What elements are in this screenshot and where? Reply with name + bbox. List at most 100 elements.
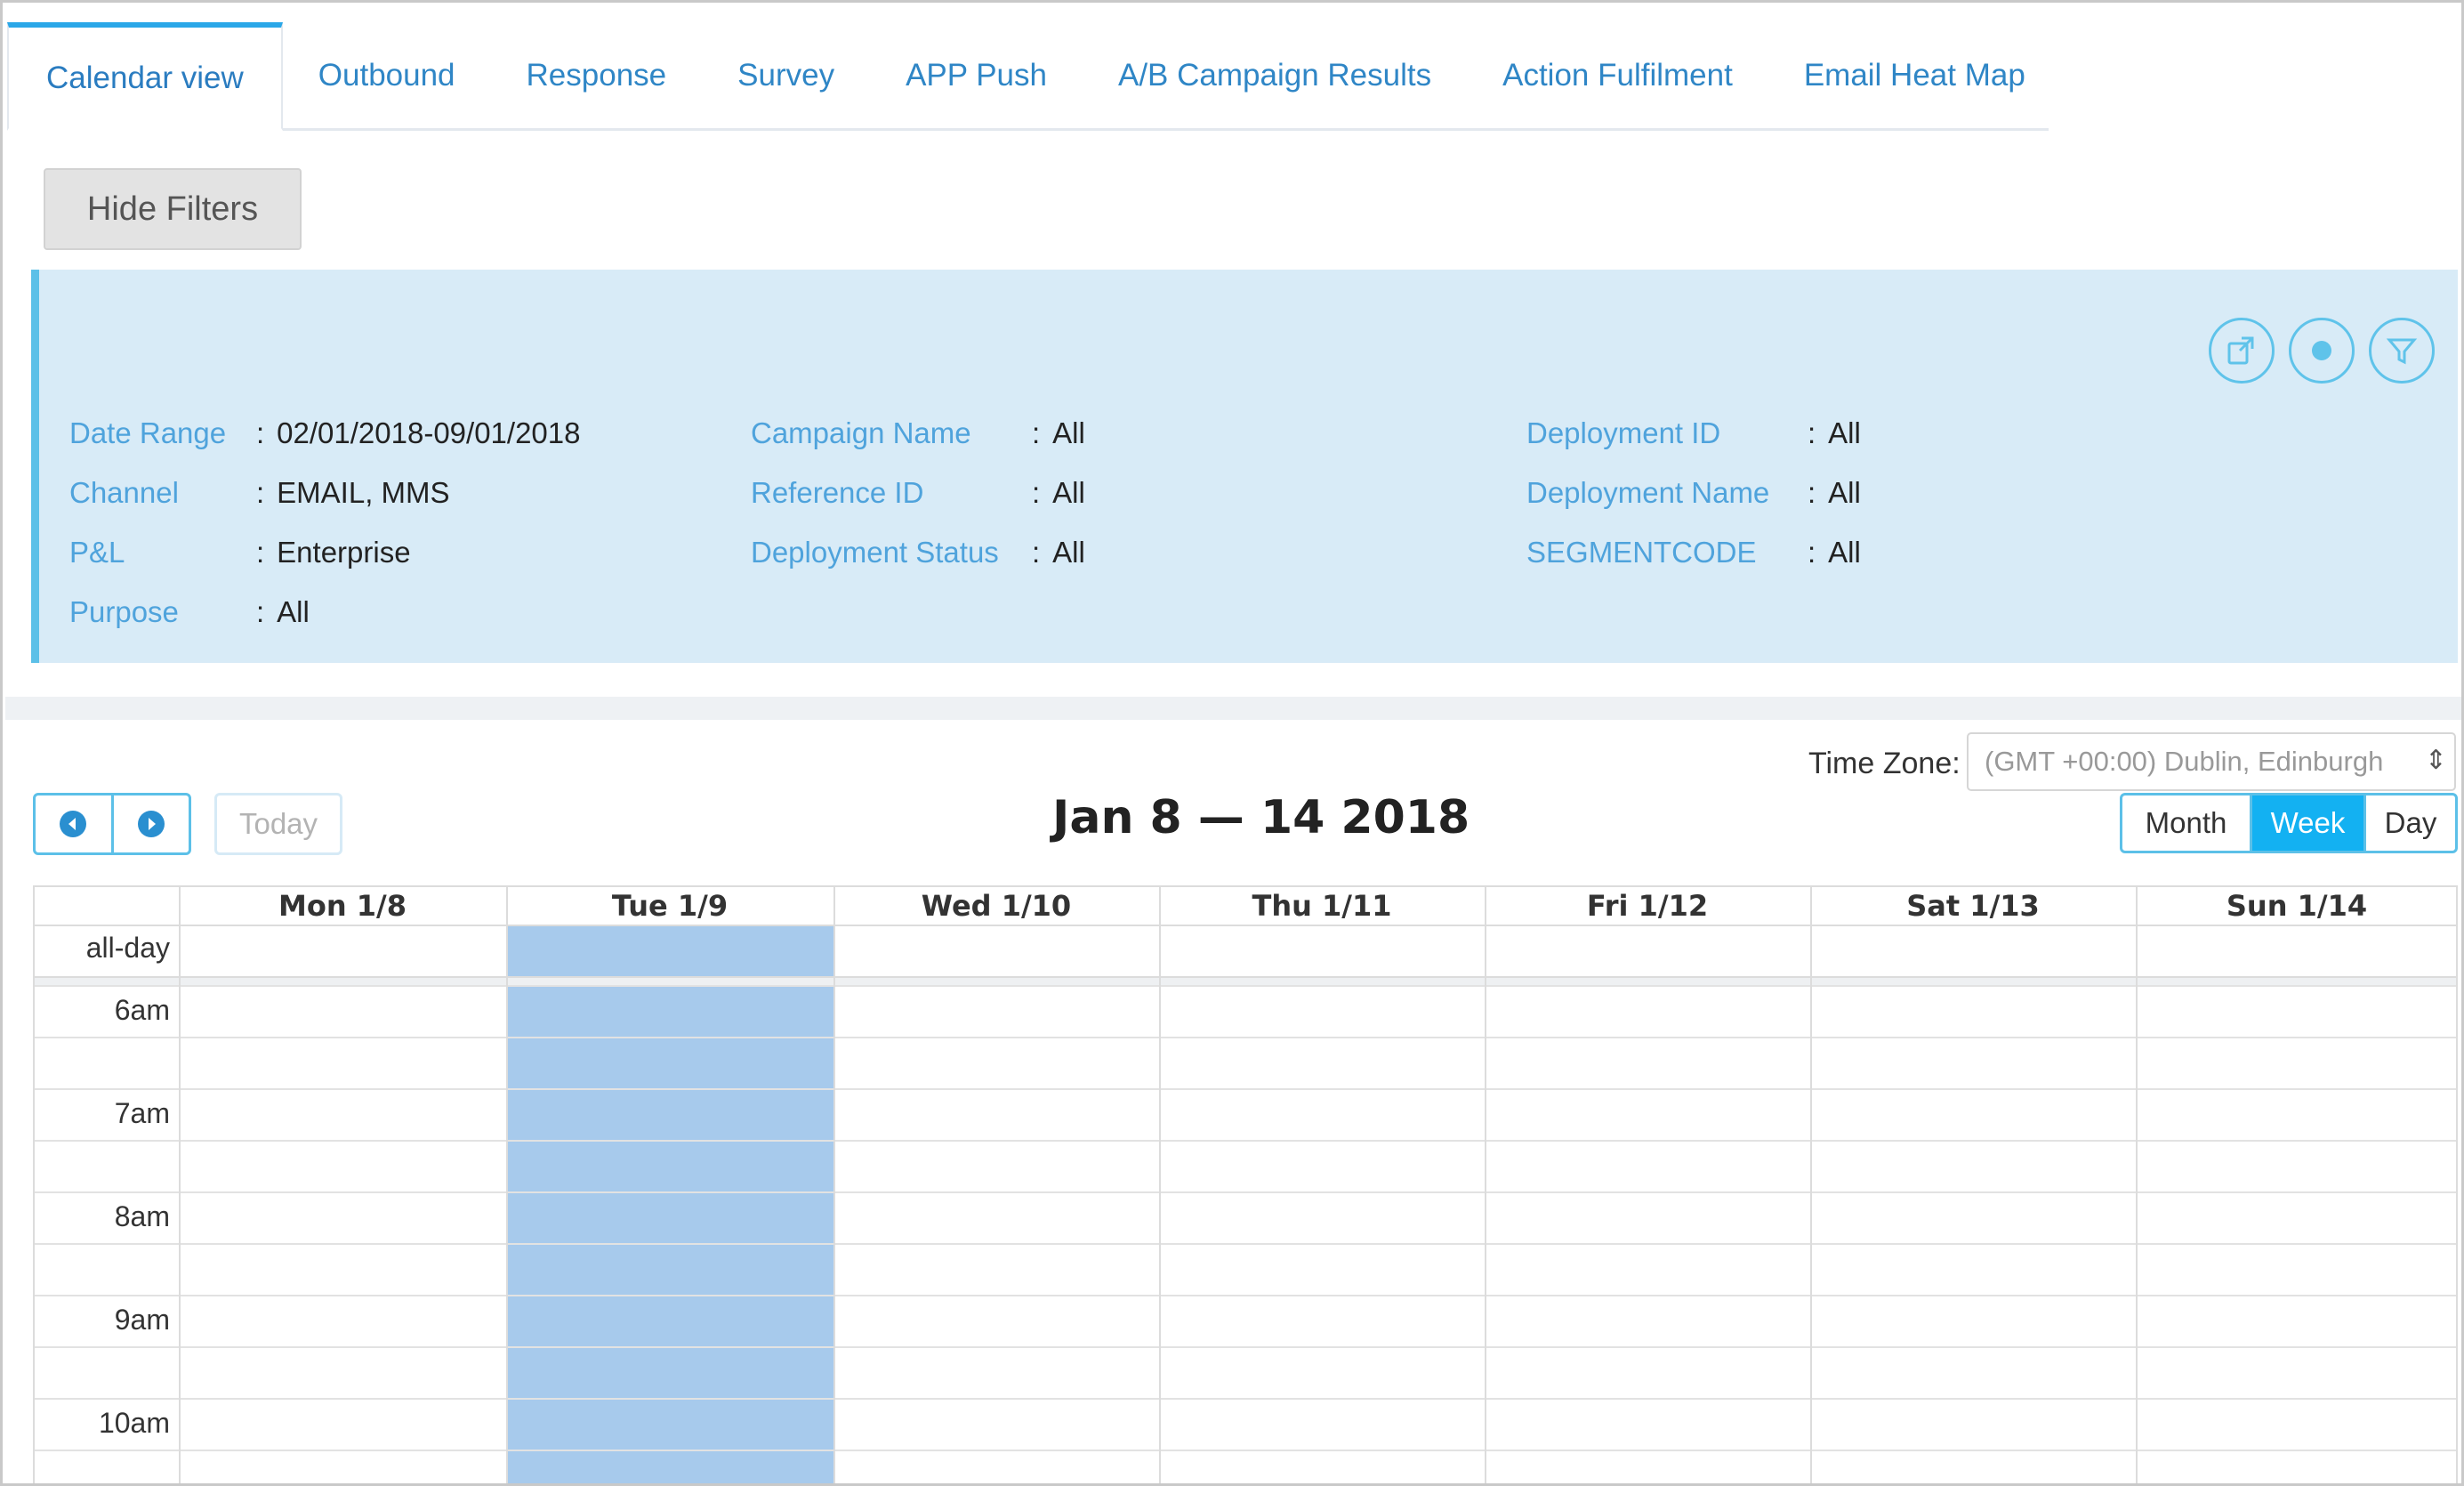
day-column-line (1159, 887, 1161, 1483)
section-divider (5, 697, 2461, 720)
allday-line (35, 976, 2456, 978)
timezone-label: Time Zone: (1808, 747, 1961, 780)
export-icon[interactable] (2209, 318, 2275, 384)
filter-key: Channel (69, 475, 179, 509)
filter-separator: : (1032, 475, 1041, 509)
time-label-6am: 6am (114, 994, 170, 1026)
calendar-title: Jan 8 — 14 2018 (1052, 791, 1470, 844)
slot-line (35, 1243, 2456, 1245)
filter-value: All (1828, 535, 1861, 569)
next-week-button[interactable] (110, 795, 189, 852)
filter-value: All (1052, 416, 1085, 449)
day-view-button[interactable]: Day (2384, 806, 2437, 839)
time-label-8am: 8am (114, 1200, 170, 1232)
chevron-right-icon (137, 811, 165, 837)
slot-line (35, 1295, 2456, 1296)
filter-row-segmentcode: SEGMENTCODE : All (1526, 522, 1861, 582)
day-header-sat[interactable]: Sat 1/13 (1906, 889, 2040, 923)
tab-survey[interactable]: Survey (737, 57, 835, 93)
filter-value: 02/01/2018-09/01/2018 (277, 416, 581, 449)
filter-row-deployment-name: Deployment Name : All (1526, 463, 1861, 522)
tab-app-push[interactable]: APP Push (906, 57, 1047, 93)
filter-row-deployment-status: Deployment Status : All (751, 522, 1085, 582)
tab-bar: Calendar view Outbound Response Survey A… (7, 22, 2049, 131)
slot-line (35, 1346, 2456, 1348)
filter-row-campaign-name: Campaign Name : All (751, 403, 1085, 463)
tab-email-heat-map[interactable]: Email Heat Map (1803, 57, 2025, 93)
filter-key: Purpose (69, 594, 179, 628)
record-icon[interactable] (2289, 318, 2355, 384)
day-header-wed[interactable]: Wed 1/10 (921, 889, 1072, 923)
filter-icon[interactable] (2369, 318, 2435, 384)
filter-row-deployment-id: Deployment ID : All (1526, 403, 1861, 463)
filter-key: P&L (69, 535, 125, 569)
day-column-line (833, 887, 835, 1483)
tab-outbound[interactable]: Outbound (318, 57, 455, 93)
filter-value: All (277, 594, 310, 628)
filter-key: Deployment Name (1526, 475, 1770, 509)
slot-line (35, 985, 2456, 987)
chevron-left-icon (60, 811, 87, 837)
allday-separator (35, 978, 2456, 985)
hide-filters-button[interactable]: Hide Filters (44, 168, 302, 250)
day-header-tue[interactable]: Tue 1/9 (611, 889, 729, 923)
filter-separator: : (1808, 416, 1816, 449)
day-column-line (179, 887, 181, 1483)
calendar-nav-group (33, 793, 191, 855)
filter-row-reference-id: Reference ID : All (751, 463, 1085, 522)
filter-row-pnl: P&L : Enterprise (69, 522, 580, 582)
tab-action-fulfilment[interactable]: Action Fulfilment (1502, 57, 1733, 93)
month-view-button[interactable]: Month (2122, 795, 2252, 851)
filter-key: Date Range (69, 416, 227, 449)
filter-separator: : (256, 594, 265, 628)
today-highlight (508, 926, 833, 1483)
filter-row-date-range: Date Range : 02/01/2018-09/01/2018 (69, 403, 580, 463)
filter-value: All (1828, 416, 1861, 449)
day-header-mon[interactable]: Mon 1/8 (278, 889, 407, 923)
day-column-line (1810, 887, 1812, 1483)
filter-separator: : (1032, 416, 1041, 449)
day-column-line (1485, 887, 1486, 1483)
filter-actions (2209, 318, 2435, 384)
filter-separator: : (256, 475, 265, 509)
filter-value: All (1828, 475, 1861, 509)
tab-ab-campaign-results[interactable]: A/B Campaign Results (1117, 57, 1432, 93)
header-line (35, 925, 2456, 926)
day-column-line (2136, 887, 2138, 1483)
filter-value: EMAIL, MMS (277, 475, 450, 509)
filter-summary-panel: Date Range : 02/01/2018-09/01/2018 Chann… (31, 270, 2458, 663)
time-label-10am: 10am (98, 1407, 170, 1439)
timezone-value: (GMT +00:00) Dublin, Edinburgh (1985, 746, 2384, 777)
filter-column-1: Date Range : 02/01/2018-09/01/2018 Chann… (69, 403, 580, 642)
filter-separator: : (256, 535, 265, 569)
prev-week-button[interactable] (36, 795, 111, 852)
allday-label: all-day (85, 932, 170, 964)
filter-key: Reference ID (751, 475, 924, 509)
select-arrows-icon: ⇕ (2424, 746, 2447, 775)
tab-calendar-view[interactable]: Calendar view (7, 22, 283, 131)
filter-separator: : (1808, 475, 1816, 509)
day-header-thu[interactable]: Thu 1/11 (1252, 889, 1392, 923)
slot-line (35, 1191, 2456, 1193)
today-button[interactable]: Today (214, 793, 342, 855)
view-switcher: Month Week Day (2120, 793, 2458, 853)
tab-response[interactable]: Response (526, 57, 667, 93)
filter-column-3: Deployment ID : All Deployment Name : Al… (1526, 403, 1861, 582)
day-header-sun[interactable]: Sun 1/14 (2226, 889, 2368, 923)
filter-key: Deployment ID (1526, 416, 1721, 449)
day-header-fri[interactable]: Fri 1/12 (1586, 889, 1709, 923)
week-view-button[interactable]: Week (2252, 795, 2366, 851)
slot-line (35, 1088, 2456, 1090)
filter-key: SEGMENTCODE (1526, 535, 1757, 569)
filter-value: All (1052, 475, 1085, 509)
slot-line (35, 1398, 2456, 1400)
timezone-select[interactable]: (GMT +00:00) Dublin, Edinburgh ⇕ (1967, 732, 2456, 791)
filter-separator: : (256, 416, 265, 449)
filter-row-purpose: Purpose : All (69, 582, 580, 642)
filter-row-channel: Channel : EMAIL, MMS (69, 463, 580, 522)
filter-separator: : (1808, 535, 1816, 569)
filter-separator: : (1032, 535, 1041, 569)
filter-column-2: Campaign Name : All Reference ID : All D… (751, 403, 1085, 582)
time-label-7am: 7am (114, 1097, 170, 1129)
